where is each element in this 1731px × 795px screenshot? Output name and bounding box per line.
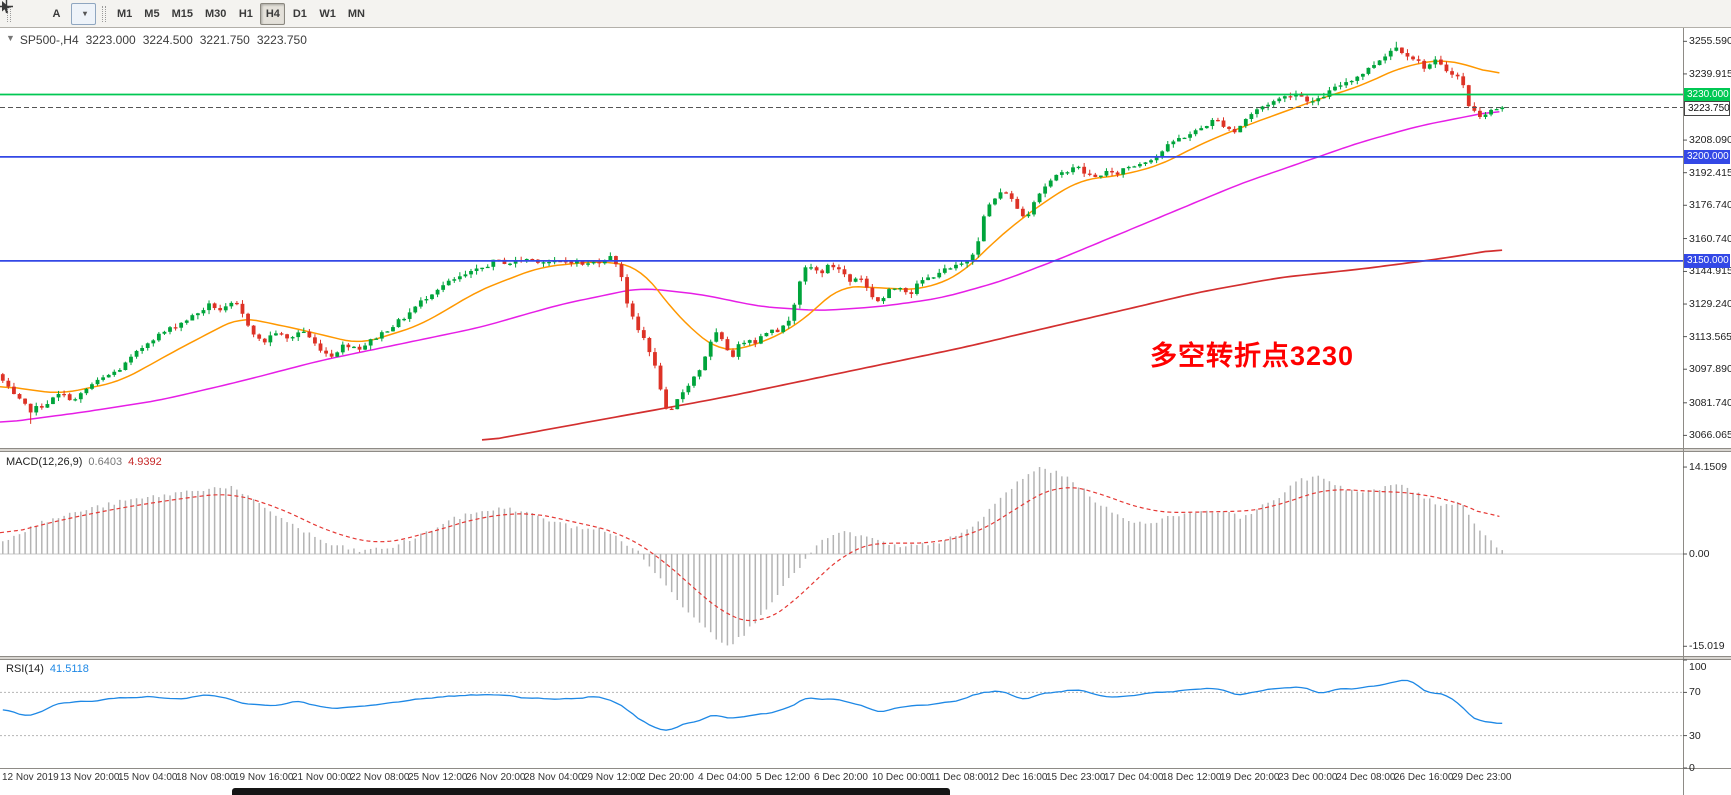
price-axis-label: 3176.740 bbox=[1689, 199, 1731, 212]
rsi-indicator-label: RSI(14) 41.5118 bbox=[6, 663, 89, 675]
price-axis-label: 3239.915 bbox=[1689, 67, 1731, 80]
price-level-badge[interactable]: 3230.000 bbox=[1684, 87, 1730, 102]
timeframe-button-m15[interactable]: M15 bbox=[167, 3, 198, 25]
timeframe-button-w1[interactable]: W1 bbox=[314, 3, 341, 25]
time-axis-label: 6 Dec 20:00 bbox=[814, 772, 868, 783]
draw-tool-button[interactable]: ▾ bbox=[0, 0, 96, 25]
price-axis-label: 3144.915 bbox=[1689, 265, 1731, 278]
ohlc-close: 3223.750 bbox=[256, 33, 307, 47]
macd-histogram-layer bbox=[2, 467, 1503, 646]
rsi-axis-label: 30 bbox=[1689, 729, 1701, 742]
timeframe-button-m1[interactable]: M1 bbox=[112, 3, 137, 25]
pane-divider[interactable] bbox=[0, 448, 1731, 452]
time-axis-label: 19 Nov 16:00 bbox=[234, 772, 294, 783]
pane-divider[interactable] bbox=[0, 656, 1731, 660]
price-axis-label: 3129.240 bbox=[1689, 298, 1731, 311]
macd-name: MACD(12,26,9) bbox=[6, 456, 83, 468]
time-axis-label: 24 Dec 08:00 bbox=[1336, 772, 1396, 783]
time-axis-label: 12 Dec 16:00 bbox=[988, 772, 1048, 783]
ma-line bbox=[0, 111, 1500, 423]
price-axis-label: 3066.065 bbox=[1689, 429, 1731, 442]
macd-axis-label: 14.1509 bbox=[1689, 461, 1727, 474]
macd-main-value: 0.6403 bbox=[88, 456, 123, 468]
price-axis-label: 3097.890 bbox=[1689, 363, 1731, 376]
time-axis-label: 22 Nov 08:00 bbox=[350, 772, 410, 783]
time-axis-label: 25 Nov 12:00 bbox=[408, 772, 468, 783]
price-axis-label: 3081.740 bbox=[1689, 396, 1731, 409]
price-axis-label: 3160.740 bbox=[1689, 232, 1731, 245]
toolbar-grip[interactable] bbox=[102, 5, 106, 22]
timeframe-button-mn[interactable]: MN bbox=[343, 3, 370, 25]
ohlc-low: 3221.750 bbox=[199, 33, 250, 47]
time-axis-label: 12 Nov 2019 bbox=[2, 772, 59, 783]
expand-arrow-icon: ▼ bbox=[6, 33, 15, 43]
time-axis-label: 10 Dec 00:00 bbox=[872, 772, 932, 783]
timeframe-button-d1[interactable]: D1 bbox=[287, 3, 312, 25]
rsi-axis-label: 70 bbox=[1689, 686, 1701, 699]
time-axis-label: 26 Dec 16:00 bbox=[1394, 772, 1454, 783]
time-axis-label: 29 Nov 12:00 bbox=[582, 772, 642, 783]
time-axis-label: 18 Dec 12:00 bbox=[1162, 772, 1222, 783]
price-level-badge[interactable]: 3200.000 bbox=[1684, 149, 1730, 164]
rsi-axis-label: 100 bbox=[1689, 661, 1707, 673]
timeframe-button-m30[interactable]: M30 bbox=[200, 3, 231, 25]
ohlc-open: 3223.000 bbox=[85, 33, 136, 47]
rsi-line bbox=[2, 679, 1503, 731]
ma-line bbox=[481, 249, 1503, 441]
macd-signal-line bbox=[0, 487, 1500, 622]
time-axis-label: 29 Dec 23:00 bbox=[1452, 772, 1512, 783]
time-axis-label: 5 Dec 12:00 bbox=[756, 772, 810, 783]
text-tool-button[interactable]: A bbox=[44, 3, 69, 25]
symbol-name: SP500-,H4 bbox=[19, 33, 79, 47]
ohlc-high: 3224.500 bbox=[142, 33, 193, 47]
macd-signal-value: 4.9392 bbox=[128, 456, 162, 468]
time-axis-label: 19 Dec 20:00 bbox=[1220, 772, 1280, 783]
timeframe-button-h1[interactable]: H1 bbox=[233, 3, 258, 25]
macd-axis-label: -15.019 bbox=[1689, 640, 1725, 653]
time-axis-label: 28 Nov 04:00 bbox=[524, 772, 584, 783]
time-axis-label: 13 Nov 20:00 bbox=[60, 772, 120, 783]
timeframe-toolbar: M1 M5 M15 M30 H1 H4 D1 W1 MN bbox=[111, 2, 371, 25]
toolbar-grip[interactable] bbox=[7, 5, 11, 22]
price-axis-label: 3208.090 bbox=[1689, 134, 1731, 147]
time-axis-label: 18 Nov 08:00 bbox=[176, 772, 236, 783]
timeframe-button-m5[interactable]: M5 bbox=[139, 3, 164, 25]
time-axis-label: 11 Dec 08:00 bbox=[930, 772, 989, 783]
rsi-value: 41.5118 bbox=[49, 663, 89, 675]
price-axis-label: 3192.415 bbox=[1689, 166, 1731, 179]
time-axis-label: 4 Dec 04:00 bbox=[698, 772, 752, 783]
time-axis-label: 17 Dec 04:00 bbox=[1104, 772, 1164, 783]
rsi-name: RSI(14) bbox=[6, 663, 44, 675]
time-axis-label: 15 Dec 23:00 bbox=[1046, 772, 1106, 783]
price-axis-label: 3255.590 bbox=[1689, 35, 1731, 48]
price-level-badge[interactable]: 3150.000 bbox=[1684, 253, 1730, 268]
macd-indicator-label: MACD(12,26,9) 0.6403 4.9392 bbox=[6, 456, 162, 468]
current-price-badge: 3223.750 bbox=[1684, 100, 1730, 116]
toolbar: A ▾ M1 M5 M15 M30 H1 H4 D1 W1 MN bbox=[0, 0, 1731, 28]
cursor-tool-button[interactable] bbox=[2, 1, 42, 25]
price-axis-label: 3113.565 bbox=[1689, 330, 1731, 343]
time-axis-label: 26 Nov 20:00 bbox=[466, 772, 526, 783]
taskbar-fragment[interactable] bbox=[232, 788, 950, 795]
chart-symbol-header: ▼ SP500-,H4 3223.000 3224.500 3221.750 3… bbox=[6, 33, 307, 47]
time-axis-label: 15 Nov 04:00 bbox=[118, 772, 178, 783]
timeframe-button-h4[interactable]: H4 bbox=[260, 2, 286, 25]
chevron-down-icon: ▾ bbox=[82, 9, 87, 18]
time-axis-label: 21 Nov 00:00 bbox=[292, 772, 352, 783]
chart-annotation-text[interactable]: 多空转折点3230 bbox=[1150, 341, 1355, 371]
time-axis-label: 23 Dec 00:00 bbox=[1278, 772, 1338, 783]
macd-axis-label: 0.00 bbox=[1689, 548, 1710, 560]
time-axis-label: 2 Dec 20:00 bbox=[640, 772, 694, 783]
rsi-axis-label: 0 bbox=[1689, 762, 1695, 774]
